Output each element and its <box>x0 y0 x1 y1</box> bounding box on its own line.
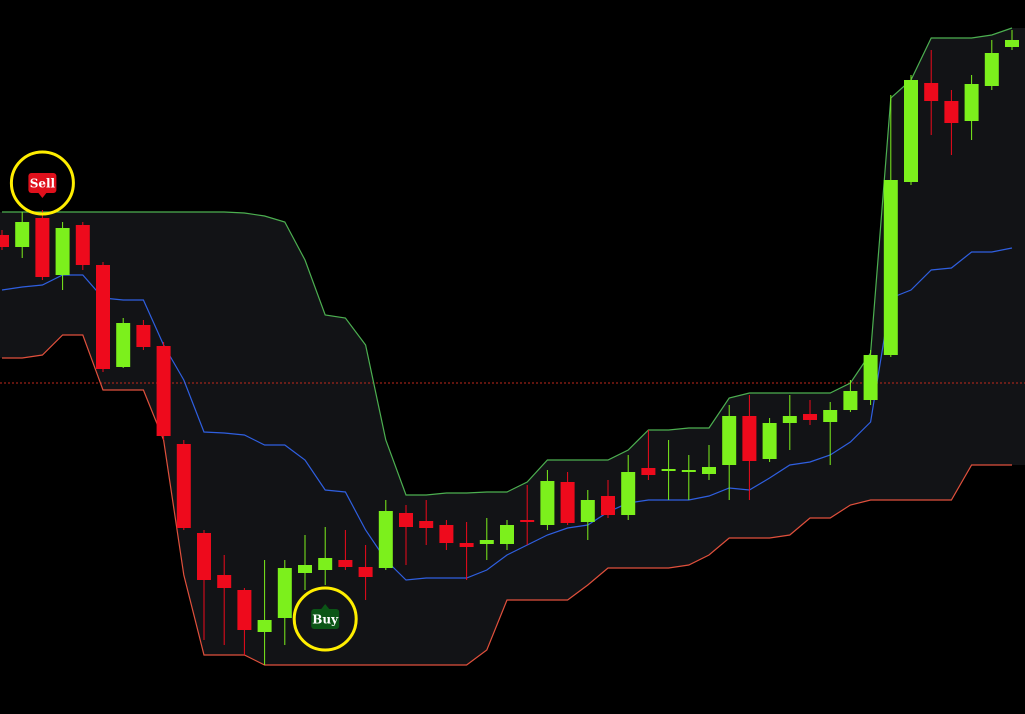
candle-body <box>964 84 979 121</box>
signal-label: Sell <box>30 177 56 191</box>
candle-body <box>1005 40 1019 47</box>
candle-body <box>399 513 413 527</box>
candle-body <box>156 346 171 436</box>
candle-body <box>843 391 858 410</box>
candle-body <box>318 558 333 570</box>
candle-body <box>540 481 555 525</box>
candle-body <box>116 323 131 367</box>
candle-body <box>35 218 50 277</box>
candle-body <box>560 482 575 523</box>
highlight-circle <box>292 586 358 652</box>
signal-annotation: Buy <box>292 586 358 652</box>
candle-body <box>722 416 737 465</box>
candle-body <box>782 416 797 423</box>
candle-body <box>883 180 898 355</box>
signal-pointer <box>321 604 330 609</box>
candle-body <box>75 225 90 265</box>
candle-body <box>863 355 878 400</box>
signal-annotation: Sell <box>9 150 75 216</box>
candle-body <box>621 472 636 515</box>
candle-body <box>55 228 70 275</box>
candle-body <box>176 444 191 528</box>
candle-body <box>520 520 535 522</box>
candle-body <box>459 543 474 547</box>
candle-body <box>479 540 494 544</box>
candle-body <box>681 470 696 472</box>
signal-label: Buy <box>312 613 339 627</box>
candle-body <box>15 222 30 247</box>
signal-pointer <box>38 193 47 198</box>
candle-body <box>96 265 110 369</box>
band-line <box>2 334 1012 666</box>
candle-body <box>661 469 676 471</box>
candle-body <box>358 567 373 577</box>
band-line <box>2 27 1013 496</box>
signal-badge <box>311 609 340 629</box>
candle-body <box>338 560 353 567</box>
candle-body <box>378 511 393 568</box>
candle-body <box>601 496 615 515</box>
candle-body <box>257 620 272 632</box>
candle-body <box>277 568 292 618</box>
candle-body <box>904 80 918 182</box>
candle-body <box>298 565 312 573</box>
candle-body <box>944 101 959 123</box>
candle-body <box>580 500 595 522</box>
candle-body <box>136 325 151 347</box>
candle-body <box>0 235 9 247</box>
candle-body <box>500 525 514 544</box>
signal-badge <box>28 173 57 193</box>
candle-body <box>439 525 454 543</box>
band-fill <box>0 28 1025 665</box>
candle-body <box>742 416 757 461</box>
candle-body <box>419 521 434 528</box>
candle-body <box>237 590 252 630</box>
candle-body <box>924 83 939 101</box>
candle-body <box>823 410 838 422</box>
candle-body <box>702 467 716 474</box>
candle-body <box>641 468 656 475</box>
candle-body <box>217 575 232 588</box>
candle-body <box>762 423 777 459</box>
candle-body <box>803 414 817 420</box>
highlight-circle <box>9 150 75 216</box>
candle-body <box>197 533 211 580</box>
candle-body <box>984 53 999 86</box>
